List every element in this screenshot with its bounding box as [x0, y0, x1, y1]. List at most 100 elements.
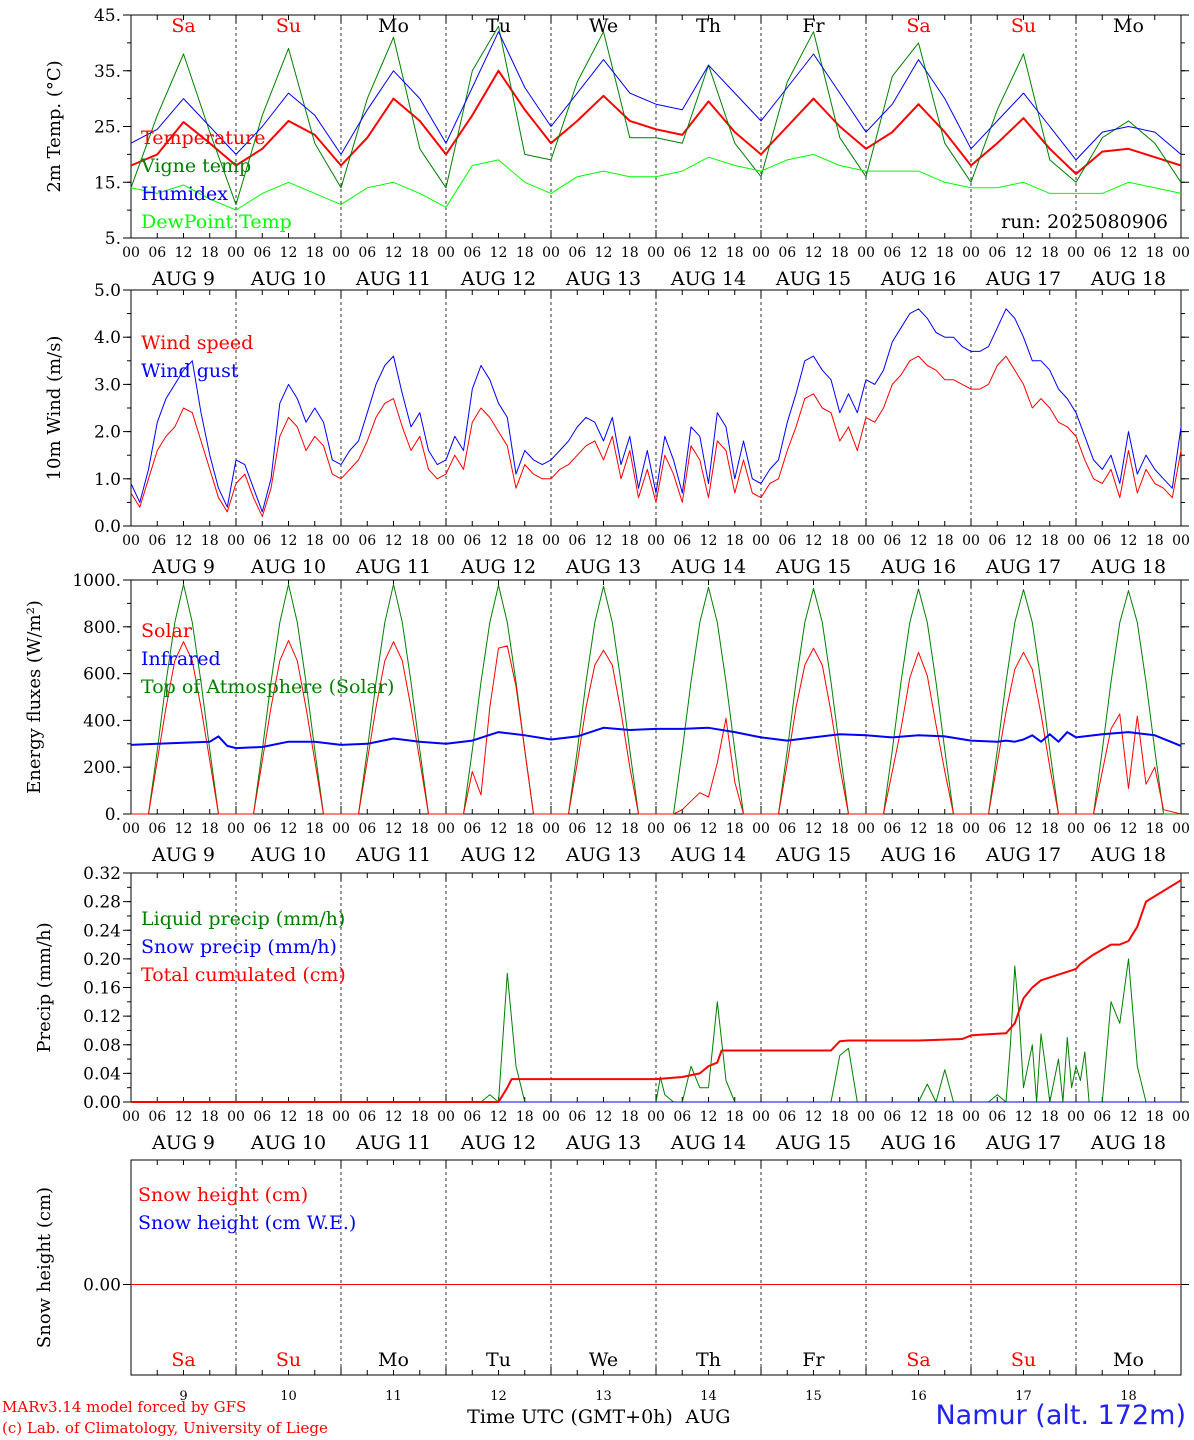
day-number-label: 14	[700, 1389, 717, 1404]
date-label: AUG 18	[1090, 268, 1166, 290]
hour-tick-label: 00	[122, 533, 140, 549]
hour-tick-label: 00	[227, 1109, 245, 1125]
hour-tick-label: 06	[778, 1109, 796, 1125]
y-tick-label: 0.08	[83, 1036, 121, 1056]
hour-tick-label: 12	[490, 245, 508, 261]
y-tick-label: 45.	[94, 6, 121, 26]
hour-tick-label: 18	[516, 533, 534, 549]
hour-tick-label: 06	[778, 245, 796, 261]
hour-tick-label: 18	[621, 1109, 639, 1125]
hour-tick-label: 00	[542, 245, 560, 261]
date-label: AUG 13	[565, 556, 641, 578]
hour-tick-label: 06	[253, 533, 271, 549]
legend-entry: Wind speed	[141, 332, 253, 354]
y-axis-label: Precip (mm/h)	[34, 922, 55, 1052]
hour-tick-label: 12	[385, 245, 403, 261]
hour-tick-label: 06	[253, 821, 271, 837]
hour-tick-label: 00	[542, 821, 560, 837]
hour-tick-label: 00	[647, 245, 665, 261]
date-label: AUG 12	[460, 1132, 536, 1154]
hour-tick-label: 18	[831, 533, 849, 549]
x-axis-month: AUG	[685, 1406, 731, 1428]
hour-tick-label: 00	[332, 245, 350, 261]
date-label: AUG 15	[775, 844, 851, 866]
date-label: AUG 16	[880, 1132, 956, 1154]
legend-entry: Snow precip (mm/h)	[141, 936, 337, 958]
hour-tick-label: 18	[516, 821, 534, 837]
hour-tick-label: 12	[595, 821, 613, 837]
hour-tick-label: 18	[411, 1109, 429, 1125]
hour-tick-label: 00	[1172, 821, 1190, 837]
weekday-label: Su	[1011, 15, 1036, 37]
hour-tick-label: 00	[752, 533, 770, 549]
hour-tick-label: 18	[936, 533, 954, 549]
hour-tick-label: 12	[910, 245, 928, 261]
y-tick-label: 0.24	[83, 921, 121, 941]
hour-tick-label: 18	[306, 533, 324, 549]
y-axis-label: 10m Wind (m/s)	[44, 336, 65, 481]
date-label: AUG 14	[670, 556, 746, 578]
legend-entry: Snow height (cm)	[138, 1184, 308, 1206]
hour-tick-label: 12	[1120, 533, 1138, 549]
hour-tick-label: 06	[148, 245, 166, 261]
hour-tick-label: 18	[306, 1109, 324, 1125]
y-tick-label: 0.28	[83, 893, 121, 913]
hour-tick-label: 18	[726, 533, 744, 549]
y-axis-label: Energy fluxes (W/m²)	[24, 600, 45, 794]
date-label: AUG 16	[880, 556, 956, 578]
hour-tick-label: 00	[962, 1109, 980, 1125]
hour-tick-label: 12	[175, 245, 193, 261]
hour-tick-label: 12	[175, 1109, 193, 1125]
weekday-label: Su	[276, 1349, 301, 1371]
date-label: AUG 12	[460, 844, 536, 866]
date-label: AUG 10	[250, 844, 326, 866]
date-label: AUG 15	[775, 556, 851, 578]
weekday-label: Tu	[486, 15, 511, 37]
weekday-label: Sa	[171, 15, 195, 37]
series-line-temperature	[130, 69, 1182, 175]
series-line-total-cumulated-cm-	[131, 879, 1182, 1103]
y-tick-label: 15.	[94, 173, 121, 193]
date-label: AUG 15	[775, 268, 851, 290]
hour-tick-label: 00	[1172, 1109, 1190, 1125]
station-name: Namur (alt. 172m)	[935, 1400, 1186, 1431]
hour-tick-label: 18	[201, 1109, 219, 1125]
hour-tick-label: 00	[122, 1109, 140, 1125]
hour-tick-label: 06	[883, 821, 901, 837]
hour-tick-label: 12	[280, 533, 298, 549]
date-label: AUG 10	[250, 1132, 326, 1154]
hour-tick-label: 00	[647, 1109, 665, 1125]
y-tick-label: 5.	[105, 229, 121, 249]
y-tick-label: 0.32	[83, 864, 121, 884]
hour-tick-label: 00	[332, 821, 350, 837]
hour-tick-label: 06	[673, 245, 691, 261]
y-tick-label: 25.	[94, 118, 121, 138]
hour-tick-label: 18	[1146, 1109, 1164, 1125]
weekday-label: Tu	[486, 1349, 511, 1371]
hour-tick-label: 18	[936, 245, 954, 261]
weekday-label: Su	[276, 15, 301, 37]
hour-tick-label: 00	[1172, 245, 1190, 261]
date-label: AUG 14	[670, 268, 746, 290]
y-tick-label: 0.20	[83, 950, 121, 970]
hour-tick-label: 06	[253, 245, 271, 261]
hour-tick-label: 18	[726, 245, 744, 261]
hour-tick-label: 06	[568, 245, 586, 261]
hour-tick-label: 06	[988, 245, 1006, 261]
date-label: AUG 16	[880, 844, 956, 866]
y-tick-label: 1.0	[94, 470, 121, 490]
hour-tick-label: 12	[1120, 1109, 1138, 1125]
y-tick-label: 1000.	[72, 571, 121, 591]
legend-entry: Wind gust	[141, 360, 239, 382]
hour-tick-label: 00	[332, 533, 350, 549]
hour-tick-label: 12	[280, 1109, 298, 1125]
weekday-label: Mo	[1113, 15, 1144, 37]
hour-tick-label: 06	[148, 821, 166, 837]
hour-tick-label: 12	[700, 533, 718, 549]
hour-tick-label: 18	[621, 245, 639, 261]
hour-tick-label: 12	[595, 245, 613, 261]
hour-tick-label: 06	[778, 533, 796, 549]
hour-tick-label: 00	[542, 533, 560, 549]
hour-tick-label: 06	[463, 821, 481, 837]
date-label: AUG 15	[775, 1132, 851, 1154]
